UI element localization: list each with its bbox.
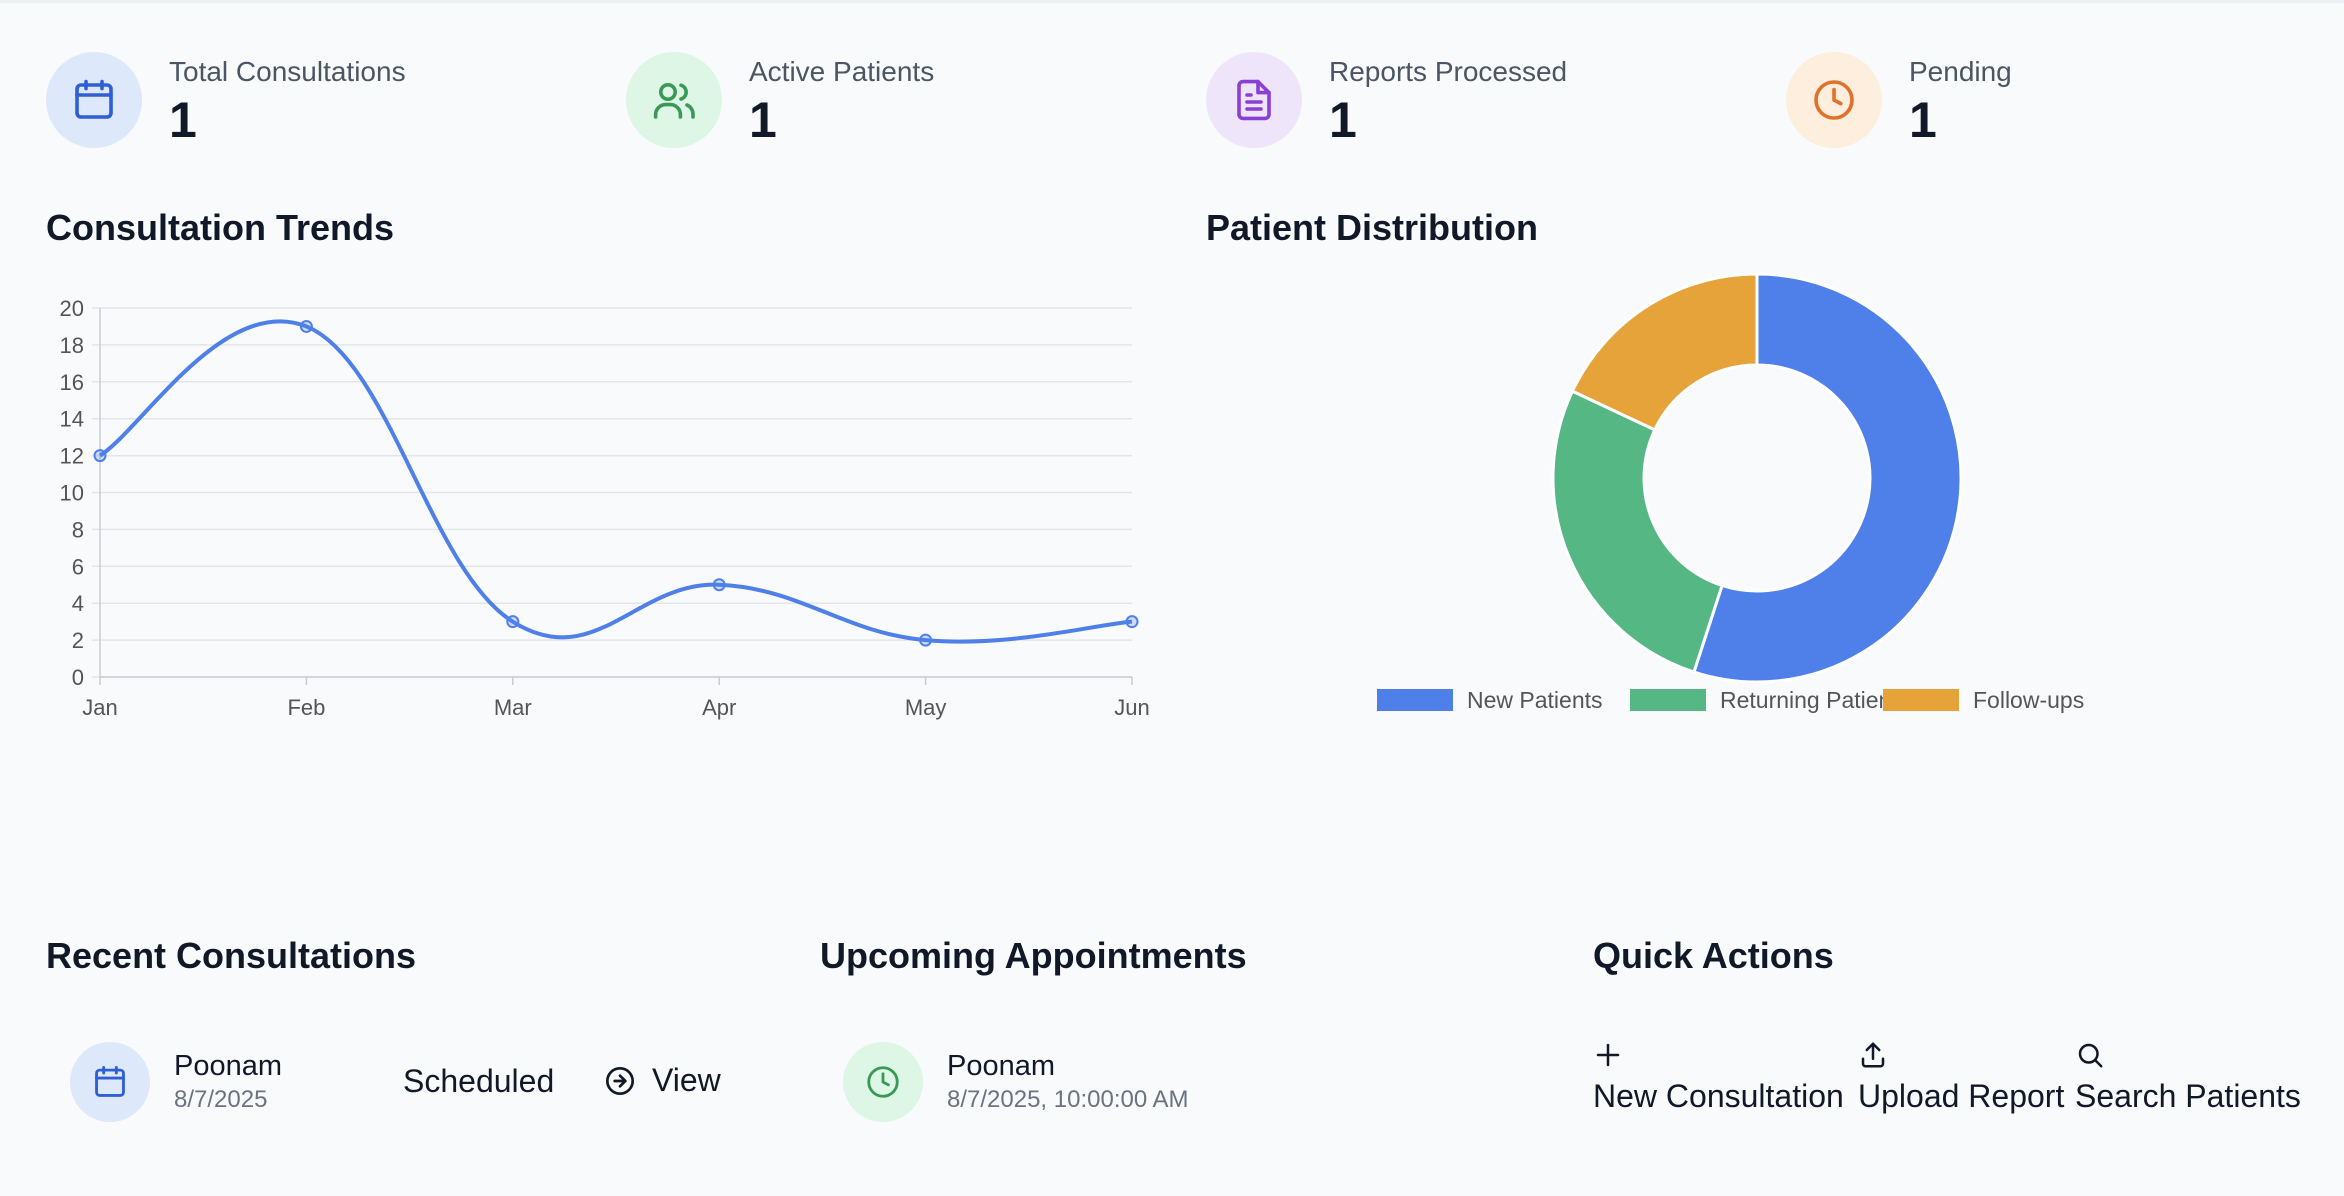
y-tick-label: 20 <box>60 296 84 321</box>
view-button[interactable]: View <box>604 1062 721 1099</box>
search-icon <box>2078 1043 2103 1068</box>
legend-swatch <box>1630 689 1706 711</box>
data-point[interactable] <box>299 319 313 333</box>
stat-card-pending: Pending 1 <box>1786 52 2012 152</box>
status-badge: Scheduled <box>403 1063 555 1099</box>
x-tick-label: Feb <box>287 695 325 720</box>
consultation-trends-chart: 0 2 4 6 8 10 12 14 16 18 20 Jan Feb Mar Apr May Jun <box>60 296 1150 720</box>
stat-label: Pending <box>1909 56 2012 87</box>
patient-name: Poonam <box>947 1050 1056 1082</box>
y-tick-label: 8 <box>72 517 84 542</box>
y-tick-label: 0 <box>72 665 84 690</box>
stat-icon-wrap <box>1206 52 1302 148</box>
avatar <box>843 1042 923 1122</box>
recent-consultation-item[interactable]: Poonam 8/7/2025 <box>70 1042 282 1122</box>
patient-distribution-title: Patient Distribution <box>1206 207 1538 248</box>
stat-card-total-consultations: Total Consultations 1 <box>46 52 406 152</box>
y-tick-label: 6 <box>72 554 84 579</box>
recent-consultations-title: Recent Consultations <box>46 935 417 976</box>
legend-label: New Patients <box>1467 687 1603 713</box>
data-point[interactable] <box>919 633 933 647</box>
y-tick-label: 12 <box>60 444 84 469</box>
legend-label: Follow-ups <box>1973 687 2084 713</box>
upload-icon <box>1861 1042 1885 1068</box>
upcoming-appointments-title: Upcoming Appointments <box>820 935 1247 976</box>
stat-icon-wrap <box>626 52 722 148</box>
series-line <box>98 319 1133 644</box>
x-tick-label: Apr <box>702 695 736 720</box>
calendar-icon <box>75 79 113 119</box>
file-text-icon <box>1237 79 1271 121</box>
legend-swatch <box>1883 689 1959 711</box>
upcoming-appointment-item[interactable]: Poonam 8/7/2025, 10:00:00 AM <box>843 1042 1189 1122</box>
stat-value: 1 <box>1909 92 1937 148</box>
x-tick-label: Jun <box>1114 695 1149 720</box>
patient-distribution-chart: New Patients Returning Patients Follow-ups <box>1377 272 2084 713</box>
patient-name: Poonam <box>174 1050 283 1082</box>
top-border <box>0 0 2344 3</box>
data-point[interactable] <box>712 578 726 592</box>
calendar-icon <box>95 1066 125 1097</box>
y-tick-label: 18 <box>60 333 84 358</box>
x-tick-label: May <box>905 695 947 720</box>
legend-swatch <box>1377 689 1453 711</box>
clock-icon <box>1814 80 1854 120</box>
appointment-datetime: 8/7/2025, 10:00:00 AM <box>947 1086 1189 1113</box>
view-label: View <box>652 1062 721 1098</box>
stat-value: 1 <box>749 92 777 148</box>
x-tick-label: Mar <box>494 695 532 720</box>
y-tick-label: 10 <box>60 481 84 506</box>
new-consultation-button[interactable]: New Consultation <box>1593 1040 1844 1115</box>
upload-report-button[interactable]: Upload Report <box>1858 1040 2064 1115</box>
action-label: Upload Report <box>1858 1078 2065 1114</box>
clock-icon <box>867 1066 899 1098</box>
y-tick-label: 2 <box>72 628 84 653</box>
plus-icon <box>1596 1043 1620 1067</box>
search-patients-button[interactable]: Search Patients <box>2075 1040 2301 1115</box>
users-icon <box>653 83 695 119</box>
pie-slice[interactable] <box>1551 389 1724 674</box>
stat-label: Reports Processed <box>1329 56 1568 87</box>
stat-value: 1 <box>169 92 197 148</box>
stat-card-active-patients: Active Patients 1 <box>626 52 934 152</box>
consultation-trends-title: Consultation Trends <box>46 207 395 248</box>
stat-label: Total Consultations <box>169 56 406 87</box>
data-point[interactable] <box>506 615 520 629</box>
stat-icon-wrap <box>46 52 142 148</box>
pie-slice[interactable] <box>1692 272 1963 684</box>
data-point[interactable] <box>1125 615 1139 629</box>
y-tick-label: 16 <box>60 370 84 395</box>
action-label: New Consultation <box>1593 1078 1844 1114</box>
pie-slice[interactable] <box>1570 272 1759 432</box>
legend-label: Returning Patients <box>1720 687 1909 713</box>
y-tick-label: 4 <box>72 591 84 616</box>
stat-icon-wrap <box>1786 52 1882 148</box>
x-tick-label: Jan <box>82 695 117 720</box>
quick-actions-title: Quick Actions <box>1593 935 1834 976</box>
arrow-right-circle-icon <box>606 1066 634 1095</box>
consultation-date: 8/7/2025 <box>174 1086 268 1113</box>
stat-label: Active Patients <box>749 56 935 87</box>
avatar <box>70 1042 150 1122</box>
data-point[interactable] <box>93 449 107 463</box>
y-tick-label: 14 <box>60 407 84 432</box>
action-label: Search Patients <box>2075 1078 2301 1114</box>
stat-card-reports-processed: Reports Processed 1 <box>1206 52 1567 152</box>
stat-value: 1 <box>1329 92 1357 148</box>
